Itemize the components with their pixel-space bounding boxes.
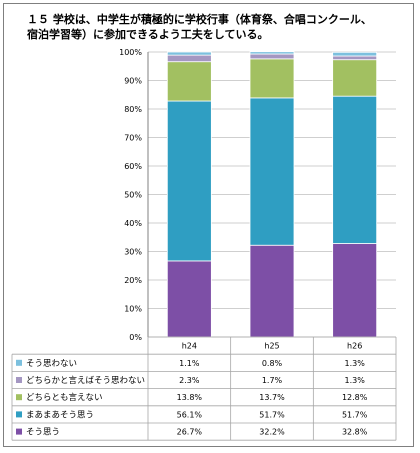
legend-key-0 [16, 359, 22, 366]
data-label: 26.7% [177, 428, 203, 437]
legend-entry: まあまあそう思う [26, 410, 94, 420]
bar-segment-h24 [166, 260, 212, 338]
data-label: 1.7% [262, 376, 283, 385]
bar-segment-h25 [249, 53, 295, 60]
data-label: 0.8% [262, 359, 283, 368]
chart-title: １５ 学校は、中学生が積極的に学校行事（体育祭、合唱コンクール、 宿泊学習等）に… [27, 13, 372, 41]
bar-segment-h25 [249, 244, 295, 338]
y-tick-label: 10% [124, 305, 142, 314]
data-label: 1.3% [345, 359, 366, 368]
legend-entry: どちらかと言えばそう思わない [26, 375, 145, 386]
bar-segment-h24 [166, 54, 212, 63]
legend-entry: どちらとも言えない [26, 392, 103, 403]
y-tick-label: 80% [124, 105, 142, 114]
data-label: 56.1% [177, 410, 203, 419]
y-tick-label: 40% [124, 219, 142, 228]
legend-key-4 [16, 428, 22, 435]
y-tick-label: 0% [129, 333, 142, 342]
data-label: 51.7% [342, 410, 368, 419]
bar-segment-h25 [249, 97, 295, 246]
legend-entry: そう思う [26, 428, 60, 438]
bar-segment-h26 [332, 59, 378, 97]
data-label: 51.7% [259, 410, 285, 419]
legend-key-3 [16, 411, 22, 418]
bar-segment-h24 [166, 61, 212, 102]
bar-segment-h26 [332, 51, 378, 57]
bar-segment-h26 [332, 243, 378, 338]
x-category-label: h25 [264, 342, 279, 351]
bar-segment-h24 [166, 100, 212, 262]
data-label: 13.7% [259, 393, 285, 402]
y-tick-label: 70% [124, 134, 142, 143]
legend-entry: そう思わない [26, 359, 77, 369]
data-label: 32.8% [342, 428, 368, 437]
y-tick-label: 90% [124, 77, 142, 86]
y-tick-label: 50% [124, 191, 142, 200]
data-label: 2.3% [179, 376, 200, 385]
legend-key-2 [16, 394, 22, 401]
legend-key-1 [16, 377, 22, 383]
data-label: 1.3% [345, 376, 366, 385]
bar-segment-h26 [332, 95, 378, 244]
bar-segment-h25 [249, 58, 295, 99]
y-tick-label: 60% [124, 162, 142, 171]
y-tick-label: 30% [124, 248, 142, 257]
bar-segment-h26 [332, 55, 378, 61]
data-label: 13.8% [177, 393, 203, 402]
y-tick-label: 100% [119, 48, 142, 57]
data-label: 1.1% [179, 359, 200, 368]
bar-segment-h25 [249, 51, 295, 55]
data-label: 12.8% [342, 393, 368, 402]
bar-segment-h24 [166, 51, 212, 56]
x-category-label: h24 [182, 342, 197, 351]
data-label: 32.2% [259, 428, 285, 437]
y-tick-label: 20% [124, 276, 142, 285]
x-category-label: h26 [347, 342, 362, 351]
